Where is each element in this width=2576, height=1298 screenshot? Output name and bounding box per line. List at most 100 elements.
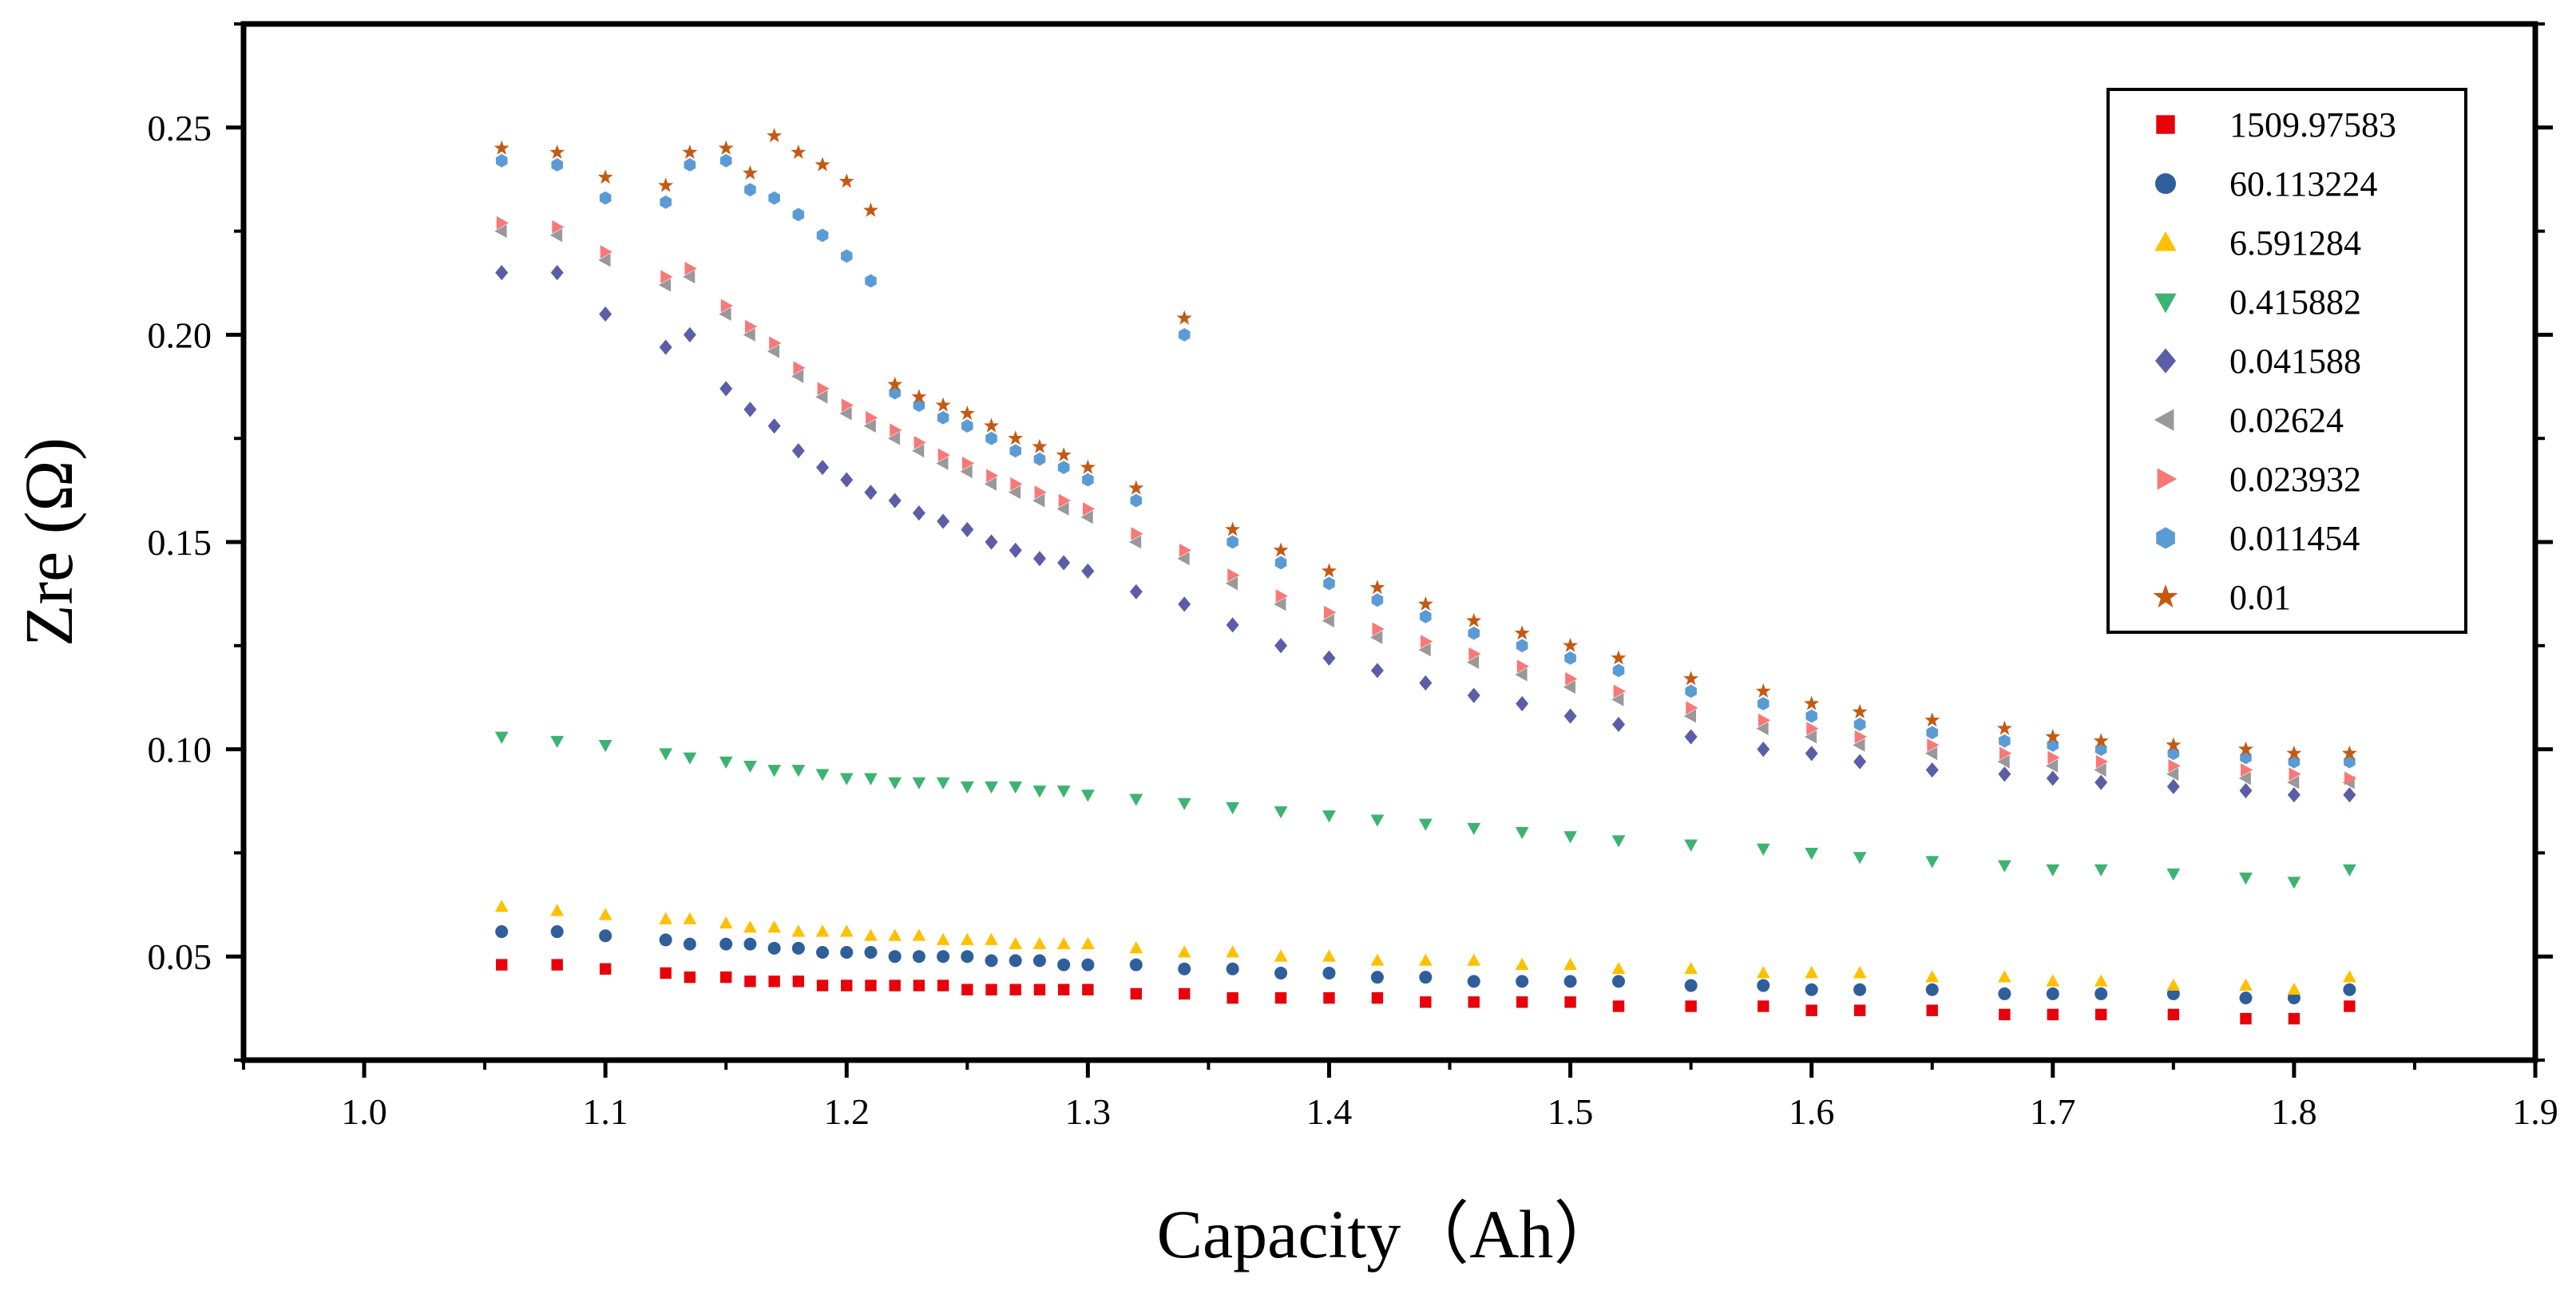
data-point (1009, 781, 1023, 794)
data-point (913, 979, 925, 991)
data-point (865, 979, 877, 991)
data-point (1756, 722, 1769, 736)
data-point (2046, 987, 2059, 1000)
data-point (1226, 801, 1240, 815)
data-point (1225, 521, 1241, 536)
data-point (1755, 683, 1771, 698)
data-point (936, 932, 950, 945)
legend-marker (2157, 468, 2178, 490)
data-point (1806, 722, 1819, 736)
data-point (745, 319, 758, 334)
data-point (961, 521, 974, 538)
data-point (1034, 485, 1047, 500)
data-point (1274, 597, 1286, 611)
data-point (912, 928, 926, 941)
data-point (840, 946, 854, 960)
data-point (1516, 996, 1528, 1008)
data-point (2046, 864, 2060, 877)
legend-marker (2156, 115, 2175, 134)
data-point (1371, 991, 1384, 1004)
data-point (839, 773, 854, 786)
data-point (1324, 605, 1337, 619)
data-point (1685, 1000, 1697, 1012)
data-point (937, 979, 949, 991)
data-point (1757, 742, 1770, 758)
data-point (1227, 535, 1238, 549)
data-point (1563, 637, 1579, 652)
data-point (985, 932, 998, 945)
data-point (912, 444, 925, 458)
data-point (838, 173, 854, 188)
x-tick-label: 1.2 (824, 1091, 870, 1132)
data-point (2344, 771, 2357, 786)
data-point (1683, 709, 1697, 723)
data-point (1515, 827, 1529, 840)
data-point (1032, 936, 1047, 950)
data-point (1082, 473, 1094, 487)
data-point (767, 344, 780, 358)
data-point (1081, 958, 1095, 972)
data-point (1756, 843, 1770, 857)
data-point (1805, 848, 1819, 861)
data-point (1177, 797, 1191, 810)
data-point (791, 443, 805, 459)
data-point (1516, 659, 1529, 674)
data-point (767, 920, 782, 933)
data-point (1611, 692, 1624, 706)
data-point (1322, 650, 1336, 666)
data-point (720, 971, 732, 983)
data-point (2046, 974, 2060, 987)
legend-label: 0.415882 (2229, 283, 2361, 322)
data-point (888, 493, 902, 509)
data-point (1612, 663, 1625, 678)
data-point (961, 950, 974, 964)
data-point (1999, 1008, 2011, 1021)
data-point (1129, 793, 1143, 806)
data-point (2240, 1012, 2252, 1025)
data-point (2237, 741, 2253, 756)
data-point (1370, 663, 1384, 679)
data-point (1805, 746, 1818, 762)
data-point (937, 513, 950, 529)
data-point (1516, 639, 1528, 653)
legend-label: 6.591284 (2229, 224, 2361, 263)
data-point (1179, 987, 1191, 1000)
x-tick-label: 1.7 (2030, 1091, 2076, 1132)
data-point (1129, 584, 1143, 600)
data-point (683, 937, 696, 951)
data-point (551, 158, 564, 172)
data-point (1057, 461, 1070, 474)
data-point (888, 777, 902, 789)
data-point (683, 326, 696, 342)
data-point (1853, 983, 1867, 996)
data-point (1178, 596, 1191, 612)
data-point (791, 765, 806, 778)
data-point (1853, 754, 1867, 770)
data-point (767, 765, 782, 778)
data-point (1611, 835, 1626, 848)
data-point (1805, 1004, 1817, 1016)
data-point (1322, 614, 1334, 628)
data-point (659, 339, 672, 355)
legend-marker (2153, 584, 2178, 608)
data-point (1370, 953, 1385, 966)
data-point (1323, 991, 1335, 1004)
data-point (816, 228, 829, 243)
data-point (1563, 957, 1577, 970)
data-point (1852, 703, 1868, 718)
data-point (890, 423, 902, 437)
data-point (1418, 818, 1433, 831)
data-point (494, 731, 509, 744)
data-point (1179, 543, 1192, 557)
data-point (1563, 708, 1577, 724)
data-point (550, 264, 564, 281)
data-point (1999, 746, 2012, 761)
data-point (1057, 555, 1071, 571)
legend-label: 0.023932 (2229, 460, 2361, 499)
data-point (817, 382, 830, 396)
data-point (493, 140, 509, 155)
data-point (985, 781, 998, 794)
data-point (1009, 936, 1023, 950)
data-point (791, 144, 806, 160)
data-point (659, 748, 673, 761)
